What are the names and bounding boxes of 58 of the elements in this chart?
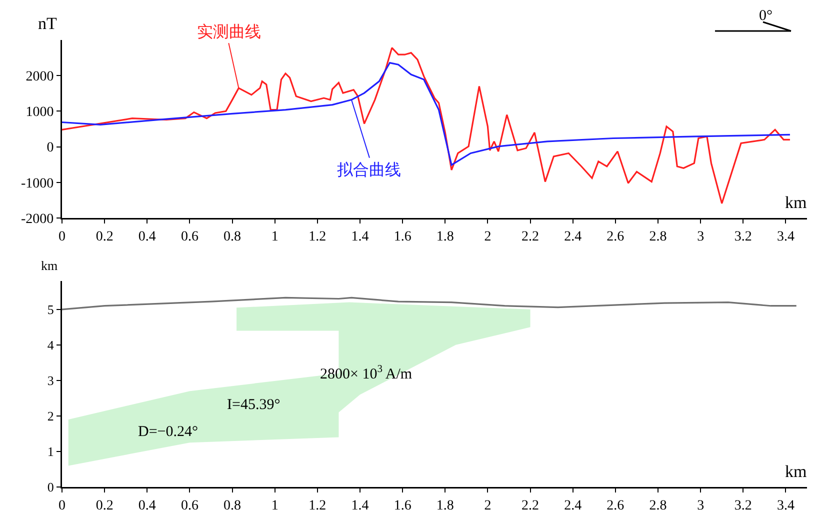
y-tick-label: 4 bbox=[47, 337, 54, 352]
y-tick-label: 0 bbox=[47, 480, 54, 495]
x-tick-label: 1.8 bbox=[436, 229, 454, 244]
x-tick-label: 2 bbox=[484, 498, 492, 513]
x-tick-label: 2 bbox=[484, 229, 492, 244]
x-tick-label: 2.6 bbox=[606, 498, 624, 513]
annotation: I=45.39° bbox=[227, 397, 280, 413]
x-tick-label: 3 bbox=[697, 229, 704, 244]
x-tick-label: 0.2 bbox=[96, 498, 114, 513]
y-tick-label: 0 bbox=[46, 140, 54, 156]
annotation: 2800× 10$^{3}$ A/m bbox=[320, 364, 412, 382]
x-tick-label: 1.2 bbox=[308, 229, 326, 244]
x-tick-label: 3.2 bbox=[734, 498, 752, 513]
x-tick-label: 0 bbox=[58, 498, 66, 513]
y-tick-label: -2000 bbox=[21, 212, 54, 227]
x-tick-label: 2.6 bbox=[606, 229, 624, 244]
x-tick-label: 2.8 bbox=[649, 229, 667, 244]
y-axis-title: nT bbox=[38, 14, 58, 33]
x-tick-label: 0.6 bbox=[180, 229, 198, 244]
x-tick-label: 0 bbox=[58, 229, 66, 244]
y-tick-label: 2 bbox=[47, 408, 54, 424]
x-tick-label: 0.4 bbox=[138, 229, 156, 244]
text: 拟合曲线 bbox=[337, 160, 401, 179]
x-tick-label: 3.2 bbox=[734, 229, 752, 244]
x-tick-label: 0.2 bbox=[96, 229, 114, 244]
x-tick-label: 2.8 bbox=[649, 498, 667, 513]
y-tick-label: 3 bbox=[47, 373, 54, 388]
text: 实测曲线 bbox=[197, 22, 261, 41]
y-tick-label: -1000 bbox=[21, 176, 54, 192]
x-tick-label: 1.8 bbox=[436, 498, 454, 513]
x-tick-label: 3 bbox=[697, 498, 704, 513]
x-tick-label: 1.2 bbox=[308, 498, 326, 513]
x-tick-label: 0.6 bbox=[180, 498, 198, 513]
y-tick-label: 1 bbox=[47, 444, 54, 460]
x-tick-label: 2.2 bbox=[522, 229, 540, 244]
x-tick-label: 0.8 bbox=[224, 498, 242, 513]
x-tick-label: 0.4 bbox=[138, 498, 156, 513]
x-tick-label: 2.2 bbox=[522, 498, 540, 513]
x-tick-label: 2.4 bbox=[564, 229, 582, 244]
x-axis-title: km bbox=[785, 462, 807, 481]
x-tick-label: 1.6 bbox=[394, 229, 412, 244]
y-tick-label: 1000 bbox=[26, 105, 54, 120]
x-tick-label: 1.4 bbox=[351, 498, 369, 513]
x-tick-label: 1 bbox=[271, 229, 278, 244]
x-tick-label: 2.4 bbox=[564, 498, 582, 513]
line-series bbox=[62, 296, 798, 310]
x-tick-label: 3.4 bbox=[776, 498, 794, 513]
x-tick-label: 3.4 bbox=[776, 229, 794, 244]
text: 0° bbox=[759, 8, 772, 24]
y-tick-label: 2000 bbox=[26, 70, 54, 84]
x-axis-title: km bbox=[785, 193, 807, 212]
x-tick-label: 1 bbox=[271, 498, 278, 513]
x-tick-label: 1.6 bbox=[394, 498, 412, 513]
x-tick-label: 0.8 bbox=[224, 229, 242, 244]
x-tick-label: 1.4 bbox=[351, 229, 369, 244]
y-tick-label: 5 bbox=[47, 302, 54, 317]
y-axis-title: km bbox=[41, 258, 58, 273]
annotation: D=−0.24° bbox=[138, 424, 198, 440]
